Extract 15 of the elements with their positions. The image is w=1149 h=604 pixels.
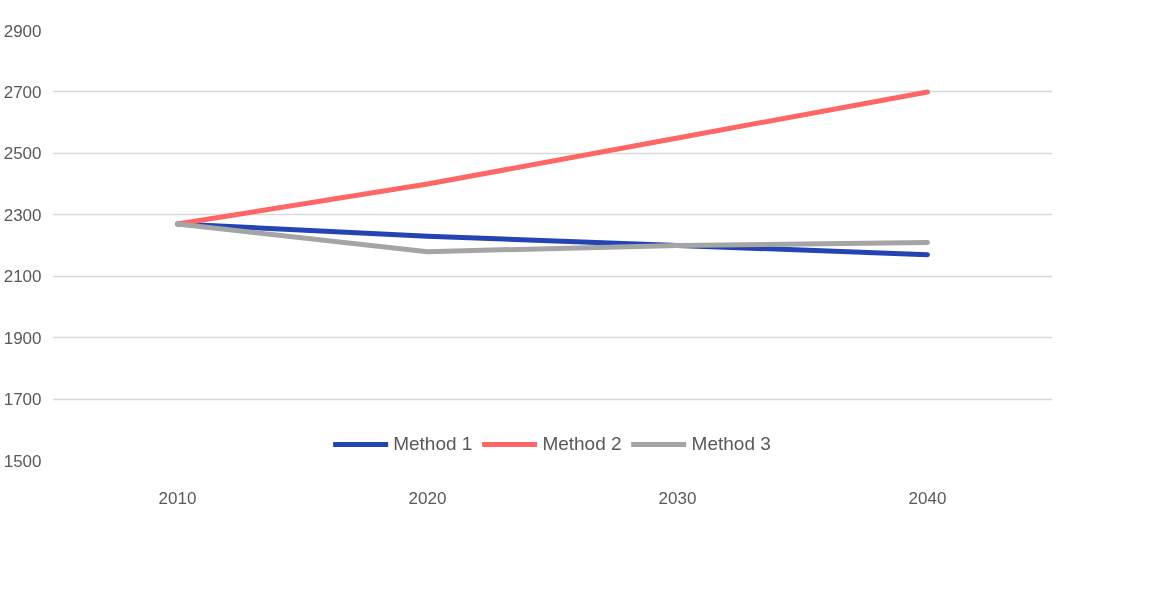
legend-label: Method 1: [393, 433, 473, 455]
y-tick-label: 1500: [3, 451, 42, 471]
x-tick-label: 2020: [408, 488, 447, 508]
y-tick-label: 2700: [3, 82, 42, 102]
x-tick-label: 2030: [658, 488, 697, 508]
x-tick-label: 2010: [158, 488, 197, 508]
y-tick-label: 1700: [3, 390, 42, 410]
legend-label: Method 2: [542, 433, 622, 455]
y-tick-label: 2300: [3, 205, 42, 225]
y-tick-label: 2500: [3, 144, 42, 164]
x-tick-label: 2040: [908, 488, 947, 508]
y-tick-label: 2100: [3, 267, 42, 287]
y-tick-label: 1900: [3, 328, 42, 348]
legend-label: Method 3: [691, 433, 771, 455]
y-tick-label: 2900: [3, 21, 42, 41]
